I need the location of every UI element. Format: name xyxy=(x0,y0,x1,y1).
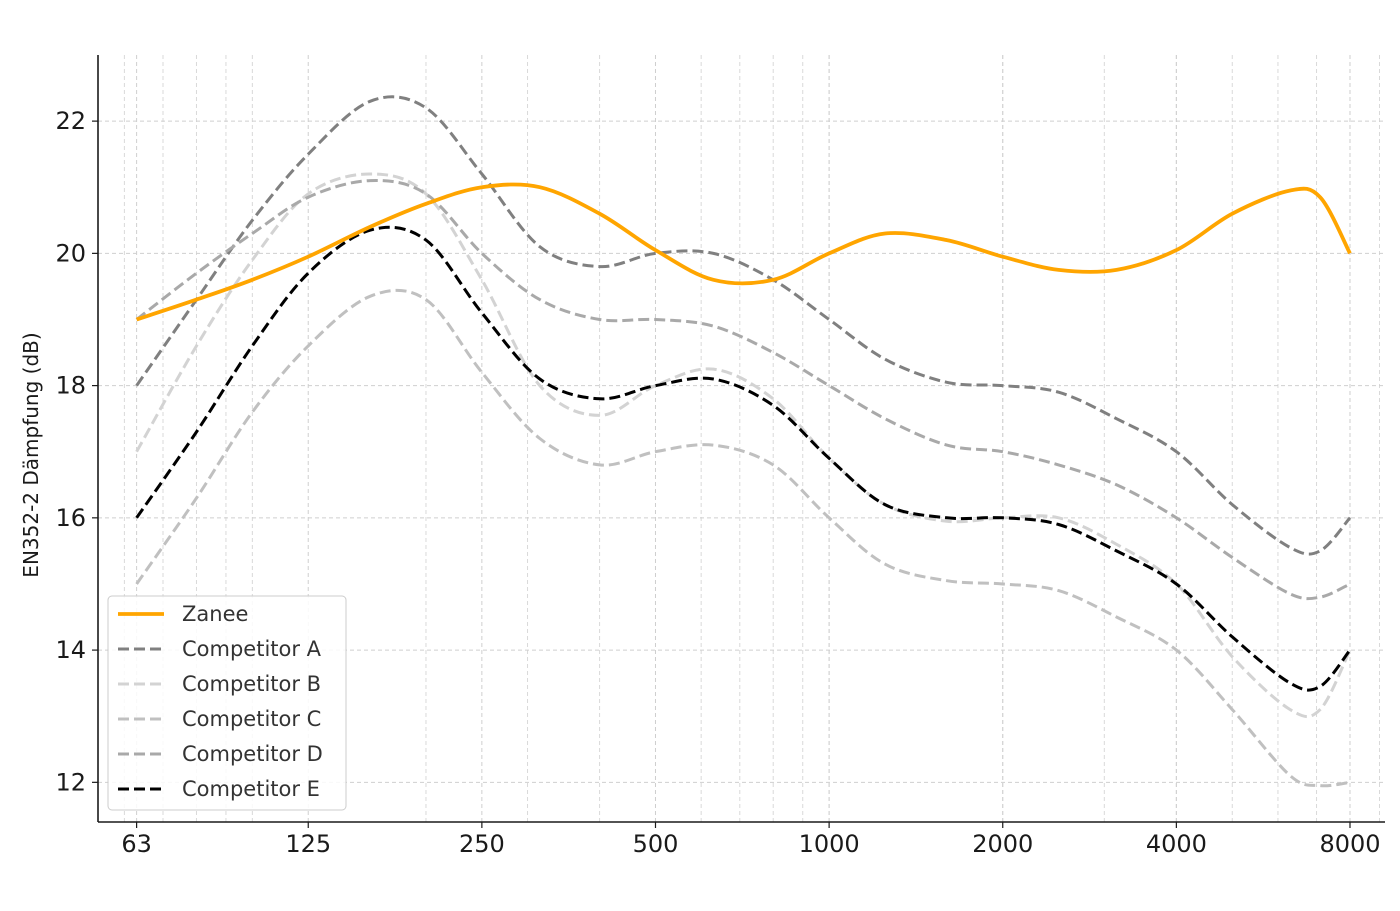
y-tick-label: 16 xyxy=(55,504,86,532)
legend-box xyxy=(107,595,347,811)
x-tick-label: 4000 xyxy=(1146,830,1207,858)
x-tick-label: 8000 xyxy=(1319,830,1380,858)
series-line-competitor-d xyxy=(135,179,1351,601)
legend-label-competitor-d: Competitor D xyxy=(182,742,323,766)
y-tick-label: 20 xyxy=(55,239,86,267)
y-tick-label: 12 xyxy=(55,768,86,796)
x-tick-label: 63 xyxy=(121,830,152,858)
axes xyxy=(97,55,1385,823)
series-line-competitor-b xyxy=(135,172,1352,719)
x-tick-label: 500 xyxy=(633,830,679,858)
y-axis-label: EN352-2 Dämpfung (dB) xyxy=(19,332,43,577)
x-tick-label: 125 xyxy=(285,830,331,858)
series-line-competitor-a xyxy=(135,95,1352,556)
legend-label-competitor-e: Competitor E xyxy=(182,777,320,801)
y-tick-labels: 12 14 16 18 20 22 xyxy=(55,107,98,796)
series-line-competitor-c xyxy=(135,288,1351,788)
legend: Zanee Competitor A Competitor B Competitor … xyxy=(107,595,347,811)
series-line-competitor-e xyxy=(135,225,1352,692)
x-tick-label: 250 xyxy=(459,830,505,858)
legend-label-zanee: Zanee xyxy=(182,602,248,626)
x-tick-labels: 63 125 250 500 1000 2000 4000 8000 xyxy=(121,822,1381,858)
legend-label-competitor-a: Competitor A xyxy=(182,637,322,661)
y-tick-label: 14 xyxy=(55,636,86,664)
legend-label-competitor-b: Competitor B xyxy=(182,672,321,696)
y-tick-label: 22 xyxy=(55,107,86,135)
legend-label-competitor-c: Competitor C xyxy=(182,707,321,731)
y-tick-label: 18 xyxy=(55,372,86,400)
series-line-zanee xyxy=(136,182,1352,322)
x-tick-label: 2000 xyxy=(972,830,1033,858)
series-layer xyxy=(135,95,1352,788)
x-tick-label: 1000 xyxy=(799,830,860,858)
